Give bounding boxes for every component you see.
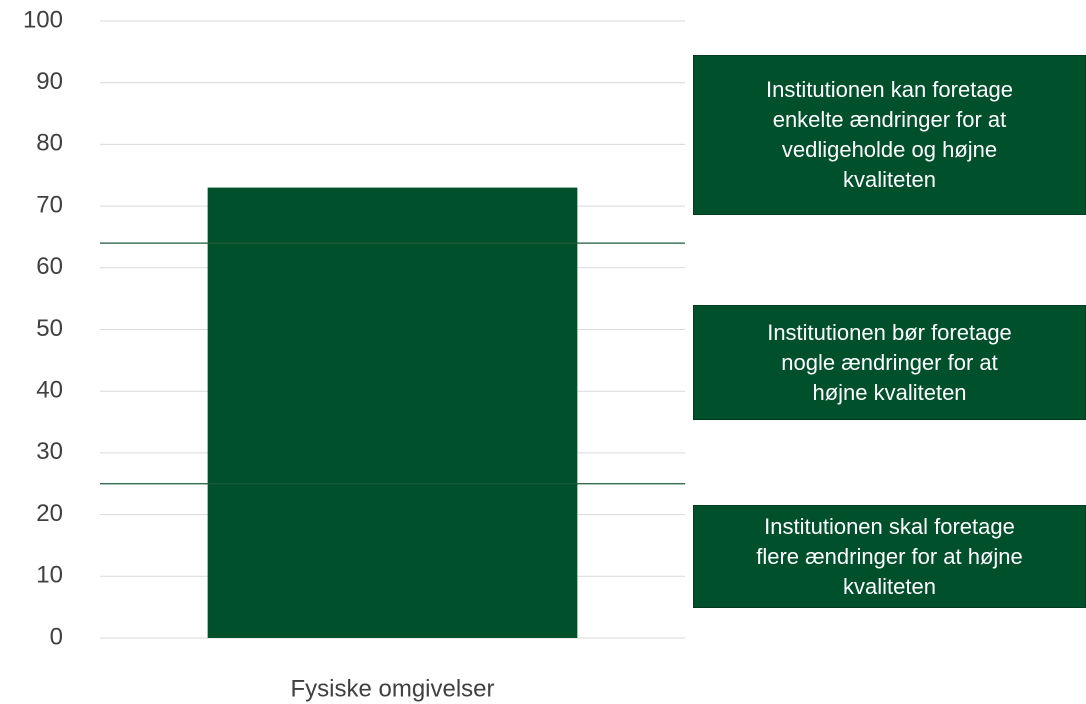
y-tick-label: 50 — [36, 315, 63, 342]
annotation-text: Institutionen skal foretage — [764, 513, 1015, 539]
annotation-text: Institutionen kan foretage — [765, 77, 1014, 102]
annotation-text: nogle ændringer for at — [781, 349, 998, 375]
bar — [207, 187, 578, 638]
annotation-text: vedligeholde og højne — [781, 137, 998, 162]
y-tick-label: 40 — [36, 377, 63, 404]
annotation-box: Institutionen bør foretage nogle ændringe… — [693, 305, 1086, 420]
y-tick-label: 30 — [36, 438, 63, 465]
y-tick-label: 0 — [50, 623, 63, 650]
annotation-box: Institutionen kan foretage enkelte ændrin… — [693, 55, 1086, 215]
y-tick-label: 80 — [36, 130, 63, 157]
annotation-text: Institutionen bør foretage — [767, 319, 1012, 345]
y-tick-label: 70 — [36, 191, 63, 218]
y-tick-label: 10 — [36, 562, 63, 589]
annotation-box: Institutionen skal foretage flere ændring… — [693, 505, 1086, 608]
x-tick-label: Fysiske omgivelser — [290, 675, 494, 702]
annotation-text: kvaliteten — [843, 573, 936, 599]
y-tick-label: 90 — [36, 68, 63, 95]
y-tick-label: 100 — [23, 6, 63, 33]
y-tick-label: 60 — [36, 253, 63, 280]
annotation-text: kvaliteten — [843, 167, 936, 192]
y-tick-label: 20 — [36, 500, 63, 527]
annotation-text: flere ændringer for at højne — [756, 543, 1023, 569]
annotation-text: højne kvaliteten — [812, 379, 967, 405]
annotation-text: enkelte ændringer for at — [772, 107, 1007, 132]
